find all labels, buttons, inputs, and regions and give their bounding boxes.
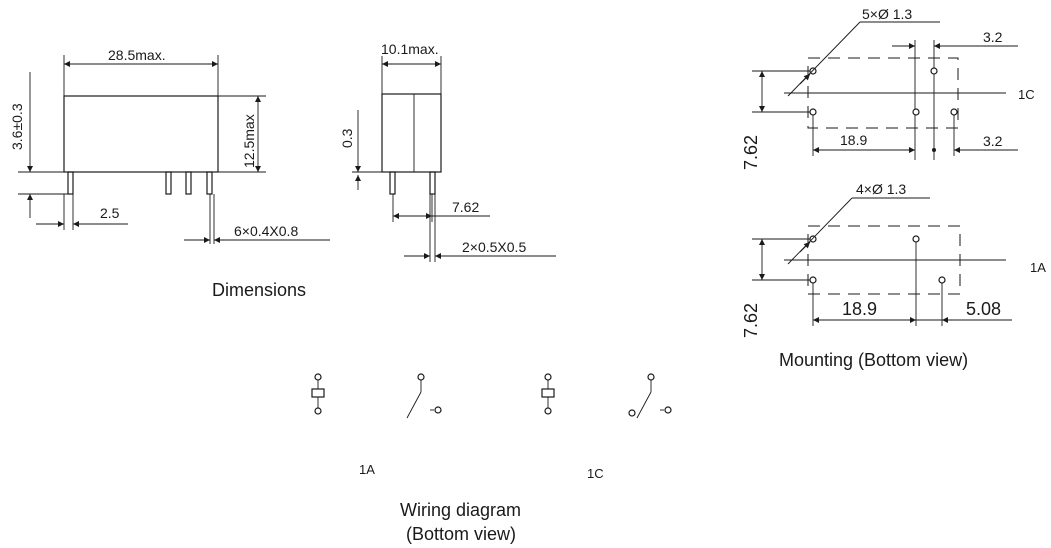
holes-1c-label: 5×Ø 1.3 [862, 6, 912, 22]
coil-1a [311, 388, 325, 398]
mounting-1a: 4×Ø 1.3 7.62 18.9 5.08 1A [741, 181, 1046, 338]
front-pins [67, 171, 213, 195]
offset-1a-label: 5.08 [966, 299, 1001, 319]
side-pitch-label: 7.62 [452, 199, 479, 215]
side-view: 10.1max. 0.3 7.62 2×0.5X0.5 [339, 41, 556, 262]
front-pin-size-label: 6×0.4X0.8 [234, 223, 298, 239]
side-standoff-label: 0.3 [339, 128, 355, 148]
dimensions-caption: Dimensions [212, 280, 306, 300]
side-pin-size-label: 2×0.5X0.5 [462, 239, 526, 255]
variant-1a-label: 1A [1030, 260, 1046, 275]
wiring-caption-line1: Wiring diagram [400, 500, 521, 520]
side-depth-label: 10.1max. [381, 41, 439, 57]
wiring-1a-label: 1A [359, 462, 375, 477]
row-pitch-1a-label: 7.62 [741, 303, 761, 338]
front-width-label: 28.5max. [108, 47, 166, 63]
variant-1c-label: 1C [1018, 87, 1035, 102]
span-1c-label: 18.9 [840, 132, 867, 148]
wiring-1a: 1A [311, 373, 442, 477]
holes-1a-label: 4×Ø 1.3 [856, 181, 906, 197]
row-pitch-1c-label: 7.62 [741, 135, 761, 170]
front-pitch-label: 2.5 [100, 205, 120, 221]
bottom-offset-1c-label: 3.2 [983, 133, 1003, 149]
front-standoff-label: 3.6±0.3 [9, 103, 25, 150]
relay-body-side [381, 93, 442, 173]
wiring-1c: 1C [541, 373, 672, 481]
wiring-caption-line2: (Bottom view) [406, 524, 516, 544]
side-pins [389, 171, 436, 195]
coil-1c [541, 388, 555, 398]
front-height-label: 12.5max [241, 114, 257, 168]
mounting-caption: Mounting (Bottom view) [779, 350, 968, 370]
wiring-1c-label: 1C [587, 466, 604, 481]
span-1a-label: 18.9 [842, 299, 877, 319]
front-view: 28.5max. 12.5max 3.6±0.3 2.5 6×0.4X0.8 [9, 47, 330, 244]
mounting-1c: 5×Ø 1.3 3.2 7.62 18.9 3.2 1C [741, 6, 1035, 170]
relay-body-front [63, 95, 219, 173]
top-offset-1c-label: 3.2 [983, 29, 1003, 45]
